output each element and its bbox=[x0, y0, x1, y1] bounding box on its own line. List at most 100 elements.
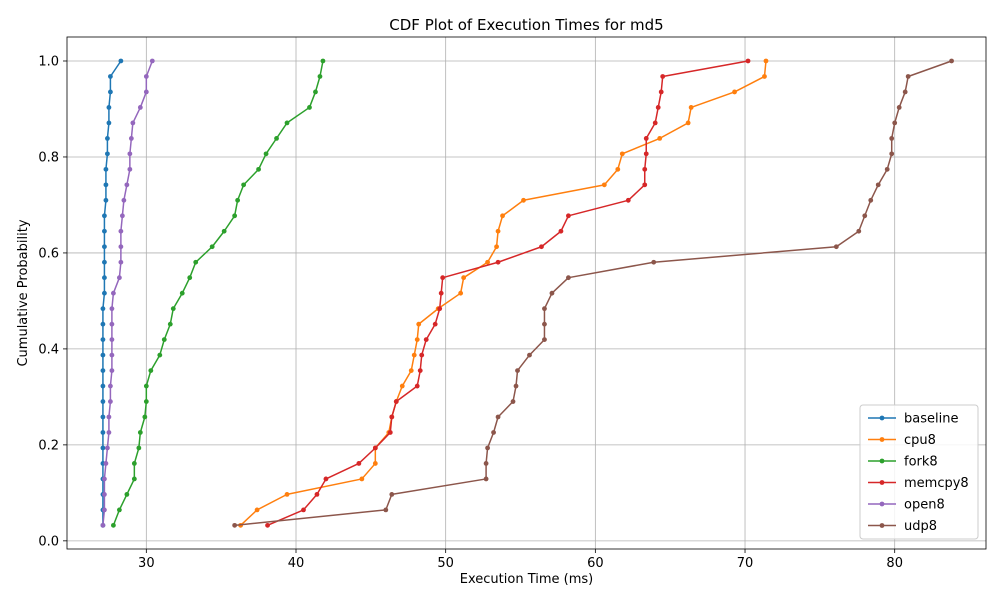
data-point-memcpy8 bbox=[660, 74, 666, 79]
data-point-open8 bbox=[109, 306, 115, 312]
data-point-cpu8 bbox=[408, 368, 414, 373]
data-point-cpu8 bbox=[461, 275, 467, 281]
data-point-memcpy8 bbox=[437, 306, 443, 312]
data-point-cpu8 bbox=[500, 213, 505, 219]
legend-item-udp8: udp8 bbox=[868, 519, 937, 534]
data-point-open8 bbox=[118, 228, 124, 234]
data-point-open8 bbox=[137, 105, 143, 110]
data-point-udp8 bbox=[485, 445, 490, 451]
data-point-baseline bbox=[105, 151, 110, 157]
data-point-fork8 bbox=[179, 290, 185, 296]
data-point-open8 bbox=[109, 337, 115, 342]
data-point-cpu8 bbox=[763, 58, 769, 64]
x-tick-label: 70 bbox=[737, 556, 754, 571]
data-point-open8 bbox=[106, 414, 112, 420]
data-point-baseline bbox=[100, 368, 106, 373]
data-point-baseline bbox=[106, 105, 112, 110]
plot-frame bbox=[66, 36, 987, 550]
data-point-baseline bbox=[100, 445, 106, 451]
series-memcpy8 bbox=[265, 58, 751, 528]
data-point-udp8 bbox=[949, 58, 954, 64]
data-point-cpu8 bbox=[485, 259, 490, 265]
y-tick-label: 0.2 bbox=[38, 438, 59, 453]
legend-label: memcpy8 bbox=[904, 476, 969, 491]
data-point-open8 bbox=[109, 368, 115, 373]
data-point-baseline bbox=[103, 166, 109, 172]
data-point-fork8 bbox=[317, 74, 323, 79]
data-point-fork8 bbox=[313, 89, 318, 95]
data-point-open8 bbox=[103, 461, 109, 466]
data-point-cpu8 bbox=[762, 74, 767, 79]
data-point-memcpy8 bbox=[652, 120, 658, 126]
data-point-baseline bbox=[102, 290, 107, 296]
data-point-baseline bbox=[102, 228, 107, 234]
data-point-udp8 bbox=[549, 290, 555, 296]
data-point-udp8 bbox=[542, 306, 547, 312]
data-point-fork8 bbox=[167, 321, 173, 327]
data-point-open8 bbox=[102, 476, 107, 482]
x-tick-label: 50 bbox=[437, 556, 454, 571]
data-point-udp8 bbox=[651, 259, 657, 265]
data-point-memcpy8 bbox=[432, 321, 438, 327]
data-point-cpu8 bbox=[494, 244, 499, 250]
legend-item-fork8: fork8 bbox=[868, 455, 938, 470]
data-point-memcpy8 bbox=[438, 290, 444, 296]
data-point-fork8 bbox=[232, 213, 238, 219]
data-point-baseline bbox=[106, 120, 112, 126]
data-point-udp8 bbox=[862, 213, 868, 219]
chart-title: CDF Plot of Execution Times for md5 bbox=[389, 16, 663, 34]
data-point-memcpy8 bbox=[440, 275, 446, 281]
data-point-fork8 bbox=[187, 275, 193, 281]
data-point-open8 bbox=[111, 290, 116, 296]
data-point-cpu8 bbox=[254, 507, 260, 513]
data-point-fork8 bbox=[170, 306, 176, 312]
series-layer bbox=[100, 58, 954, 528]
legend-label: open8 bbox=[904, 498, 945, 513]
data-point-udp8 bbox=[542, 337, 547, 342]
data-point-open8 bbox=[102, 507, 107, 513]
data-point-open8 bbox=[118, 244, 124, 250]
data-point-open8 bbox=[143, 89, 149, 95]
data-point-baseline bbox=[100, 414, 106, 420]
data-point-cpu8 bbox=[685, 120, 691, 126]
data-point-fork8 bbox=[131, 461, 137, 466]
data-point-open8 bbox=[116, 275, 122, 281]
data-point-baseline bbox=[100, 352, 106, 358]
data-point-open8 bbox=[108, 399, 113, 404]
data-point-fork8 bbox=[307, 105, 312, 110]
data-point-cpu8 bbox=[372, 461, 378, 466]
data-point-open8 bbox=[119, 213, 125, 219]
data-point-cpu8 bbox=[399, 383, 405, 389]
data-point-udp8 bbox=[510, 399, 516, 404]
data-point-udp8 bbox=[889, 135, 895, 141]
series-fork8 bbox=[111, 58, 326, 528]
data-point-baseline bbox=[100, 321, 106, 327]
data-point-fork8 bbox=[143, 383, 149, 389]
data-point-memcpy8 bbox=[642, 166, 648, 172]
data-point-cpu8 bbox=[416, 321, 422, 327]
data-point-memcpy8 bbox=[655, 105, 661, 110]
data-point-udp8 bbox=[889, 151, 895, 157]
data-point-open8 bbox=[102, 491, 107, 497]
data-point-memcpy8 bbox=[745, 58, 751, 64]
data-point-udp8 bbox=[483, 461, 489, 466]
legend-swatch-marker bbox=[879, 415, 885, 421]
data-point-memcpy8 bbox=[419, 352, 425, 358]
data-point-open8 bbox=[105, 445, 110, 451]
axis-ticks: 30 40 50 60 70 80 0.0 0.2 0.4 0.6 0.8 1.0 bbox=[38, 54, 903, 571]
data-point-cpu8 bbox=[688, 105, 694, 110]
data-point-memcpy8 bbox=[372, 445, 378, 451]
data-point-memcpy8 bbox=[625, 197, 631, 203]
x-axis-label: Execution Time (ms) bbox=[460, 572, 593, 587]
data-point-memcpy8 bbox=[423, 337, 429, 342]
legend-swatch-marker bbox=[879, 523, 885, 528]
data-point-cpu8 bbox=[414, 337, 420, 342]
data-point-open8 bbox=[106, 430, 112, 435]
data-point-udp8 bbox=[495, 414, 501, 420]
data-point-memcpy8 bbox=[539, 244, 544, 250]
legend-swatch-marker bbox=[879, 437, 885, 442]
data-point-fork8 bbox=[241, 182, 247, 188]
data-point-baseline bbox=[100, 383, 106, 389]
data-point-memcpy8 bbox=[642, 182, 648, 188]
